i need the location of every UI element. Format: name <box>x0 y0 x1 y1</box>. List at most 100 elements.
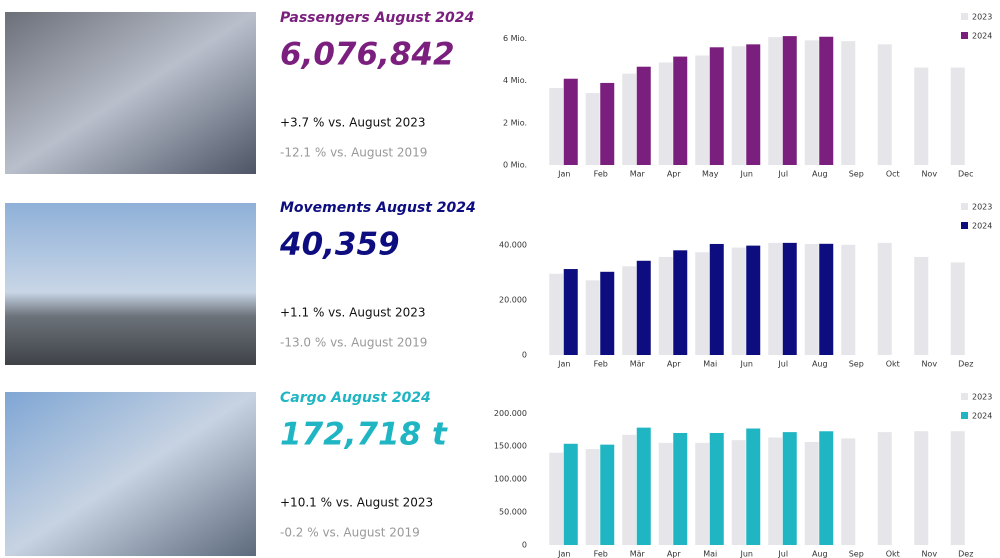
legend-swatch <box>961 222 968 229</box>
bar <box>768 37 783 165</box>
x-tick-label: Apr <box>667 360 682 369</box>
x-tick-label: Mar <box>630 170 646 179</box>
comparison: +3.7 % vs. August 2023 <box>280 116 426 130</box>
x-tick-label: Mai <box>703 360 717 369</box>
bar <box>914 256 929 355</box>
bar <box>914 67 929 165</box>
y-tick-label: 0 Mio. <box>503 161 527 170</box>
x-tick-label: Mai <box>703 550 717 558</box>
x-tick-label: Aug <box>812 360 828 369</box>
bar <box>658 442 673 545</box>
bar <box>950 262 965 355</box>
kpi-value: 6,076,842 <box>280 37 455 73</box>
bar <box>673 432 688 545</box>
bar <box>841 244 856 355</box>
kpi-title: Movements August 2024 <box>280 200 476 216</box>
bar <box>600 444 615 545</box>
y-tick-label: 150.000 <box>494 442 527 451</box>
bar <box>563 78 578 165</box>
bar <box>585 93 600 165</box>
y-tick-label: 0 <box>522 541 527 550</box>
bar <box>746 428 761 545</box>
comparison: -0.2 % vs. August 2019 <box>280 526 420 540</box>
x-tick-label: Jun <box>740 170 754 179</box>
y-tick-label: 50.000 <box>499 508 527 517</box>
kpi-title: Cargo August 2024 <box>280 390 431 406</box>
bar <box>877 242 892 355</box>
bar <box>804 243 819 355</box>
x-tick-label: Okt <box>886 550 900 558</box>
x-tick-label: Apr <box>667 550 682 558</box>
bar <box>600 82 615 165</box>
x-tick-label: Feb <box>594 550 608 558</box>
legend-label: 2023 <box>972 393 992 402</box>
x-tick-label: Dez <box>958 360 973 369</box>
photo <box>5 12 256 174</box>
bar <box>819 36 834 165</box>
y-tick-label: 2 Mio. <box>503 118 527 127</box>
x-tick-label: Apr <box>667 170 682 179</box>
bar <box>622 73 637 165</box>
bar <box>695 252 710 355</box>
kpi-value: 40,359 <box>279 227 400 263</box>
legend-label: 2023 <box>972 203 992 212</box>
y-tick-label: 200.000 <box>494 409 527 418</box>
y-tick-label: 20.000 <box>499 295 527 304</box>
bar <box>782 432 797 545</box>
x-tick-label: Jun <box>740 550 754 558</box>
bar <box>549 273 564 355</box>
bar <box>658 256 673 355</box>
x-tick-label: Feb <box>594 170 608 179</box>
legend-label: 2023 <box>972 13 992 22</box>
bar <box>950 431 965 545</box>
x-tick-label: Dez <box>958 550 973 558</box>
x-tick-label: Jan <box>557 170 570 179</box>
x-tick-label: Dec <box>958 170 973 179</box>
x-tick-label: May <box>702 170 719 179</box>
bar <box>841 438 856 545</box>
comparison: +1.1 % vs. August 2023 <box>280 306 426 320</box>
bar <box>782 36 797 165</box>
x-tick-label: Jul <box>777 360 788 369</box>
bar <box>877 432 892 545</box>
bar <box>746 245 761 355</box>
bar <box>804 441 819 545</box>
comparison: -13.0 % vs. August 2019 <box>280 336 427 350</box>
bar <box>709 47 724 165</box>
y-tick-label: 40.000 <box>499 240 527 249</box>
kpi-value: 172,718 t <box>280 417 448 453</box>
photo <box>5 392 256 556</box>
bar <box>585 449 600 545</box>
x-tick-label: Mär <box>630 360 646 369</box>
legend-label: 2024 <box>972 412 992 421</box>
bar <box>950 67 965 165</box>
x-tick-label: Sep <box>849 550 864 558</box>
bar <box>622 434 637 545</box>
bar <box>563 269 578 355</box>
bar <box>731 46 746 165</box>
bar <box>804 40 819 165</box>
bar <box>636 66 651 165</box>
x-tick-label: Jan <box>557 550 570 558</box>
bar <box>600 271 615 355</box>
y-tick-label: 6 Mio. <box>503 34 527 43</box>
x-tick-label: Oct <box>886 170 900 179</box>
bar <box>841 41 856 165</box>
bar <box>695 442 710 545</box>
bar <box>914 431 929 545</box>
x-tick-label: Aug <box>812 170 828 179</box>
x-tick-label: Nov <box>921 550 937 558</box>
bar <box>709 243 724 355</box>
bar <box>673 250 688 355</box>
x-tick-label: Nov <box>921 360 937 369</box>
legend-swatch <box>961 32 968 39</box>
bar <box>673 56 688 165</box>
x-tick-label: Sep <box>849 360 864 369</box>
comparison: +10.1 % vs. August 2023 <box>280 496 433 510</box>
bar <box>746 44 761 165</box>
comparison: -12.1 % vs. August 2019 <box>280 146 427 160</box>
photo <box>5 203 256 365</box>
bar <box>695 55 710 165</box>
legend-label: 2024 <box>972 32 992 41</box>
